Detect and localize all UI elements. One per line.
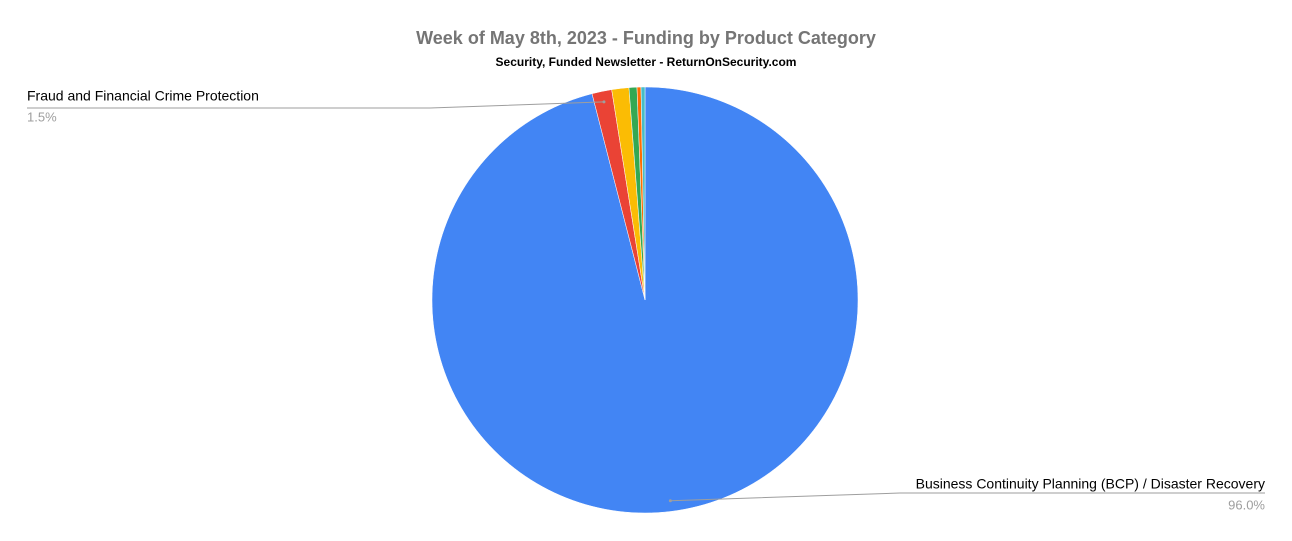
- slice-label: Fraud and Financial Crime Protection: [27, 88, 259, 104]
- slice-value-label: 1.5%: [27, 109, 57, 124]
- chart-title: Week of May 8th, 2023 - Funding by Produ…: [416, 28, 876, 48]
- chart-subtitle: Security, Funded Newsletter - ReturnOnSe…: [496, 55, 797, 69]
- pie-slice: [640, 86, 646, 301]
- leader-line: [27, 101, 604, 109]
- leader-dot: [668, 499, 672, 503]
- slice-label: Business Continuity Planning (BCP) / Dis…: [916, 476, 1265, 492]
- leader-dot: [602, 100, 606, 104]
- slice-value-label: 96.0%: [1228, 497, 1265, 512]
- leader-line: [670, 492, 1265, 502]
